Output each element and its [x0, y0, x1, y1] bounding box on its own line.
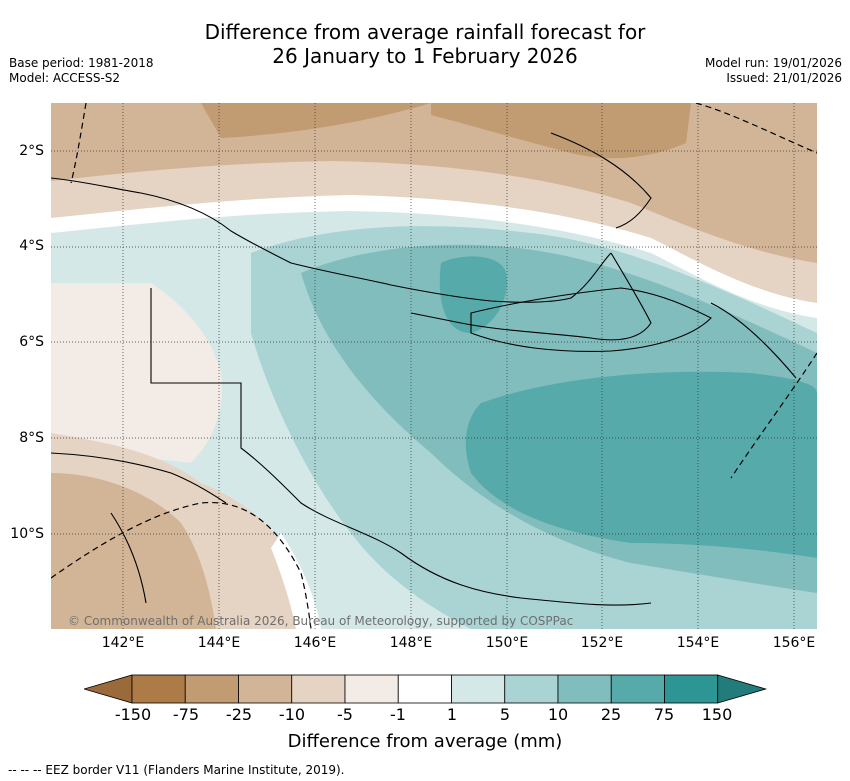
- lon-label: 156°E: [772, 635, 816, 651]
- colorbar-tick: 1: [446, 705, 458, 724]
- lon-label: 154°E: [676, 635, 720, 651]
- rainfall-map: [51, 103, 817, 629]
- lat-label: 10°S: [10, 526, 44, 542]
- colorbar-segment: [451, 674, 506, 704]
- colorbar-tick: 5: [499, 705, 511, 724]
- wet-core-east: [465, 371, 817, 558]
- colorbar-tick: 10: [547, 705, 569, 724]
- colorbar-tick: -25: [225, 705, 253, 724]
- colorbar-tick: 25: [600, 705, 622, 724]
- eez-northeast: [695, 103, 817, 154]
- eez-west: [70, 103, 87, 184]
- lat-label: 8°S: [19, 430, 44, 446]
- eez-footnote: -- -- -- EEZ border V11 (Flanders Marine…: [8, 763, 345, 777]
- lon-label: 146°E: [293, 635, 337, 651]
- colorbar-segment: [238, 674, 293, 704]
- lon-label: 144°E: [197, 635, 241, 651]
- meta-left: Base period: 1981-2018 Model: ACCESS-S2: [9, 56, 154, 86]
- colorbar-label: Difference from average (mm): [287, 731, 563, 752]
- colorbar-segment: [291, 674, 346, 704]
- cape-york: [110, 512, 147, 604]
- lon-label: 150°E: [485, 635, 529, 651]
- eez-south: [51, 501, 312, 629]
- issued-date: Issued: 21/01/2026: [726, 71, 842, 85]
- new-britain-west: [410, 252, 652, 341]
- eez-borders: [51, 103, 817, 629]
- colorbar-segment: [557, 674, 612, 704]
- chart-title: Difference from average rainfall forecas…: [0, 20, 850, 68]
- wet-core-north: [439, 256, 507, 333]
- colorbar-segment: [504, 674, 559, 704]
- colorbar-tick: 75: [653, 705, 675, 724]
- colorbar-segment: [131, 674, 186, 704]
- title-line-1: Difference from average rainfall forecas…: [204, 20, 646, 44]
- bougainville: [710, 302, 797, 379]
- dry-patch-northwest: [201, 103, 431, 138]
- new-britain: [470, 287, 712, 352]
- graticule: [51, 103, 817, 629]
- lon-label: 152°E: [580, 635, 624, 651]
- colorbar-segment: [664, 674, 719, 704]
- colorbar-tick: 150: [701, 705, 733, 724]
- png-south-coast: [150, 288, 652, 606]
- new-ireland: [550, 132, 652, 229]
- eez-east: [730, 352, 817, 479]
- model-name: Model: ACCESS-S2: [9, 71, 121, 85]
- dry-patch-west: [51, 283, 222, 463]
- base-period: Base period: 1981-2018: [9, 56, 154, 70]
- colorbar-tick: -75: [172, 705, 200, 724]
- lat-label: 6°S: [19, 334, 44, 350]
- title-line-2: 26 January to 1 February 2026: [272, 44, 578, 68]
- colorbar-segment: [610, 674, 665, 704]
- png-north-coast: [51, 177, 612, 303]
- colorbar-tick: -5: [337, 705, 353, 724]
- colorbar-segment: [344, 674, 399, 704]
- colorbar-tick: -10: [278, 705, 306, 724]
- lat-label: 2°S: [19, 143, 44, 159]
- copyright-notice: © Commonwealth of Australia 2026, Bureau…: [68, 614, 574, 628]
- dry-patch-southwest: [51, 473, 216, 629]
- lon-label: 142°E: [101, 635, 145, 651]
- colorbar-arrow-high: [717, 674, 768, 704]
- dry-patch-north: [431, 103, 691, 159]
- colorbar-segment: [397, 674, 452, 704]
- coastlines: [51, 132, 797, 606]
- torres-coast: [51, 452, 227, 504]
- meta-right: Model run: 19/01/2026 Issued: 21/01/2026: [705, 56, 842, 86]
- model-run: Model run: 19/01/2026: [704, 56, 842, 70]
- colorbar-arrow-low: [84, 674, 133, 704]
- colorbar: [84, 674, 768, 704]
- neutral-band-north: [51, 195, 817, 318]
- lon-label: 148°E: [389, 635, 433, 651]
- colorbar-segment: [184, 674, 239, 704]
- lat-label: 4°S: [19, 238, 44, 254]
- colorbar-tick: -150: [114, 705, 152, 724]
- colorbar-tick: -1: [390, 705, 406, 724]
- neutral-strip-south: [271, 533, 321, 629]
